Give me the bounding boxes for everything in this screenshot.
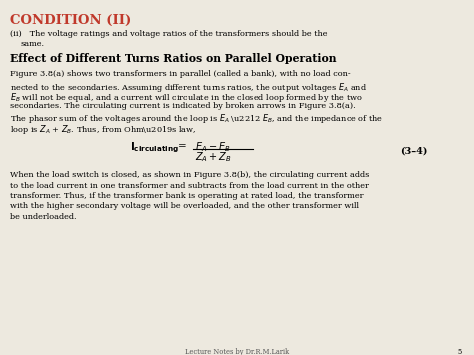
Text: same.: same. <box>21 40 45 48</box>
Text: (3–4): (3–4) <box>400 147 428 156</box>
Text: $\mathbf{I}_\mathbf{circulating}$: $\mathbf{I}_\mathbf{circulating}$ <box>130 141 179 155</box>
Text: loop is $Z_A$ + $Z_B$. Thus, from Ohm\u2019s law,: loop is $Z_A$ + $Z_B$. Thus, from Ohm\u2… <box>10 122 197 136</box>
Text: Figure 3.8(a) shows two transformers in parallel (called a bank), with no load c: Figure 3.8(a) shows two transformers in … <box>10 70 351 78</box>
Text: 5: 5 <box>458 348 462 355</box>
Text: Lecture Notes by Dr.R.M.Larik: Lecture Notes by Dr.R.M.Larik <box>185 348 289 355</box>
Text: with the higher secondary voltage will be overloaded, and the other transformer : with the higher secondary voltage will b… <box>10 202 359 211</box>
Text: The phasor sum of the voltages around the loop is $E_A$ \u2212 $E_B$, and the im: The phasor sum of the voltages around th… <box>10 112 383 125</box>
Text: =: = <box>178 142 187 151</box>
Text: secondaries. The circulating current is indicated by broken arrows in Figure 3.8: secondaries. The circulating current is … <box>10 102 356 109</box>
Text: CONDITION (II): CONDITION (II) <box>10 14 131 27</box>
Text: transformer. Thus, if the transformer bank is operating at rated load, the trans: transformer. Thus, if the transformer ba… <box>10 192 364 200</box>
Text: $E_A - E_B$: $E_A - E_B$ <box>195 140 230 154</box>
Text: $E_B$ will not be equal, and a current will circulate in the closed loop formed : $E_B$ will not be equal, and a current w… <box>10 91 363 104</box>
Text: When the load switch is closed, as shown in Figure 3.8(b), the circulating curre: When the load switch is closed, as shown… <box>10 171 369 179</box>
Text: to the load current in one transformer and subtracts from the load current in th: to the load current in one transformer a… <box>10 181 369 190</box>
Text: (ii)   The voltage ratings and voltage ratios of the transformers should be the: (ii) The voltage ratings and voltage rat… <box>10 30 328 38</box>
Text: be underloaded.: be underloaded. <box>10 213 77 221</box>
Text: Effect of Different Turns Ratios on Parallel Operation: Effect of Different Turns Ratios on Para… <box>10 53 337 64</box>
Text: $Z_A + Z_B$: $Z_A + Z_B$ <box>195 150 232 164</box>
Text: nected to the secondaries. Assuming different turns ratios, the output voltages : nected to the secondaries. Assuming diff… <box>10 81 367 93</box>
